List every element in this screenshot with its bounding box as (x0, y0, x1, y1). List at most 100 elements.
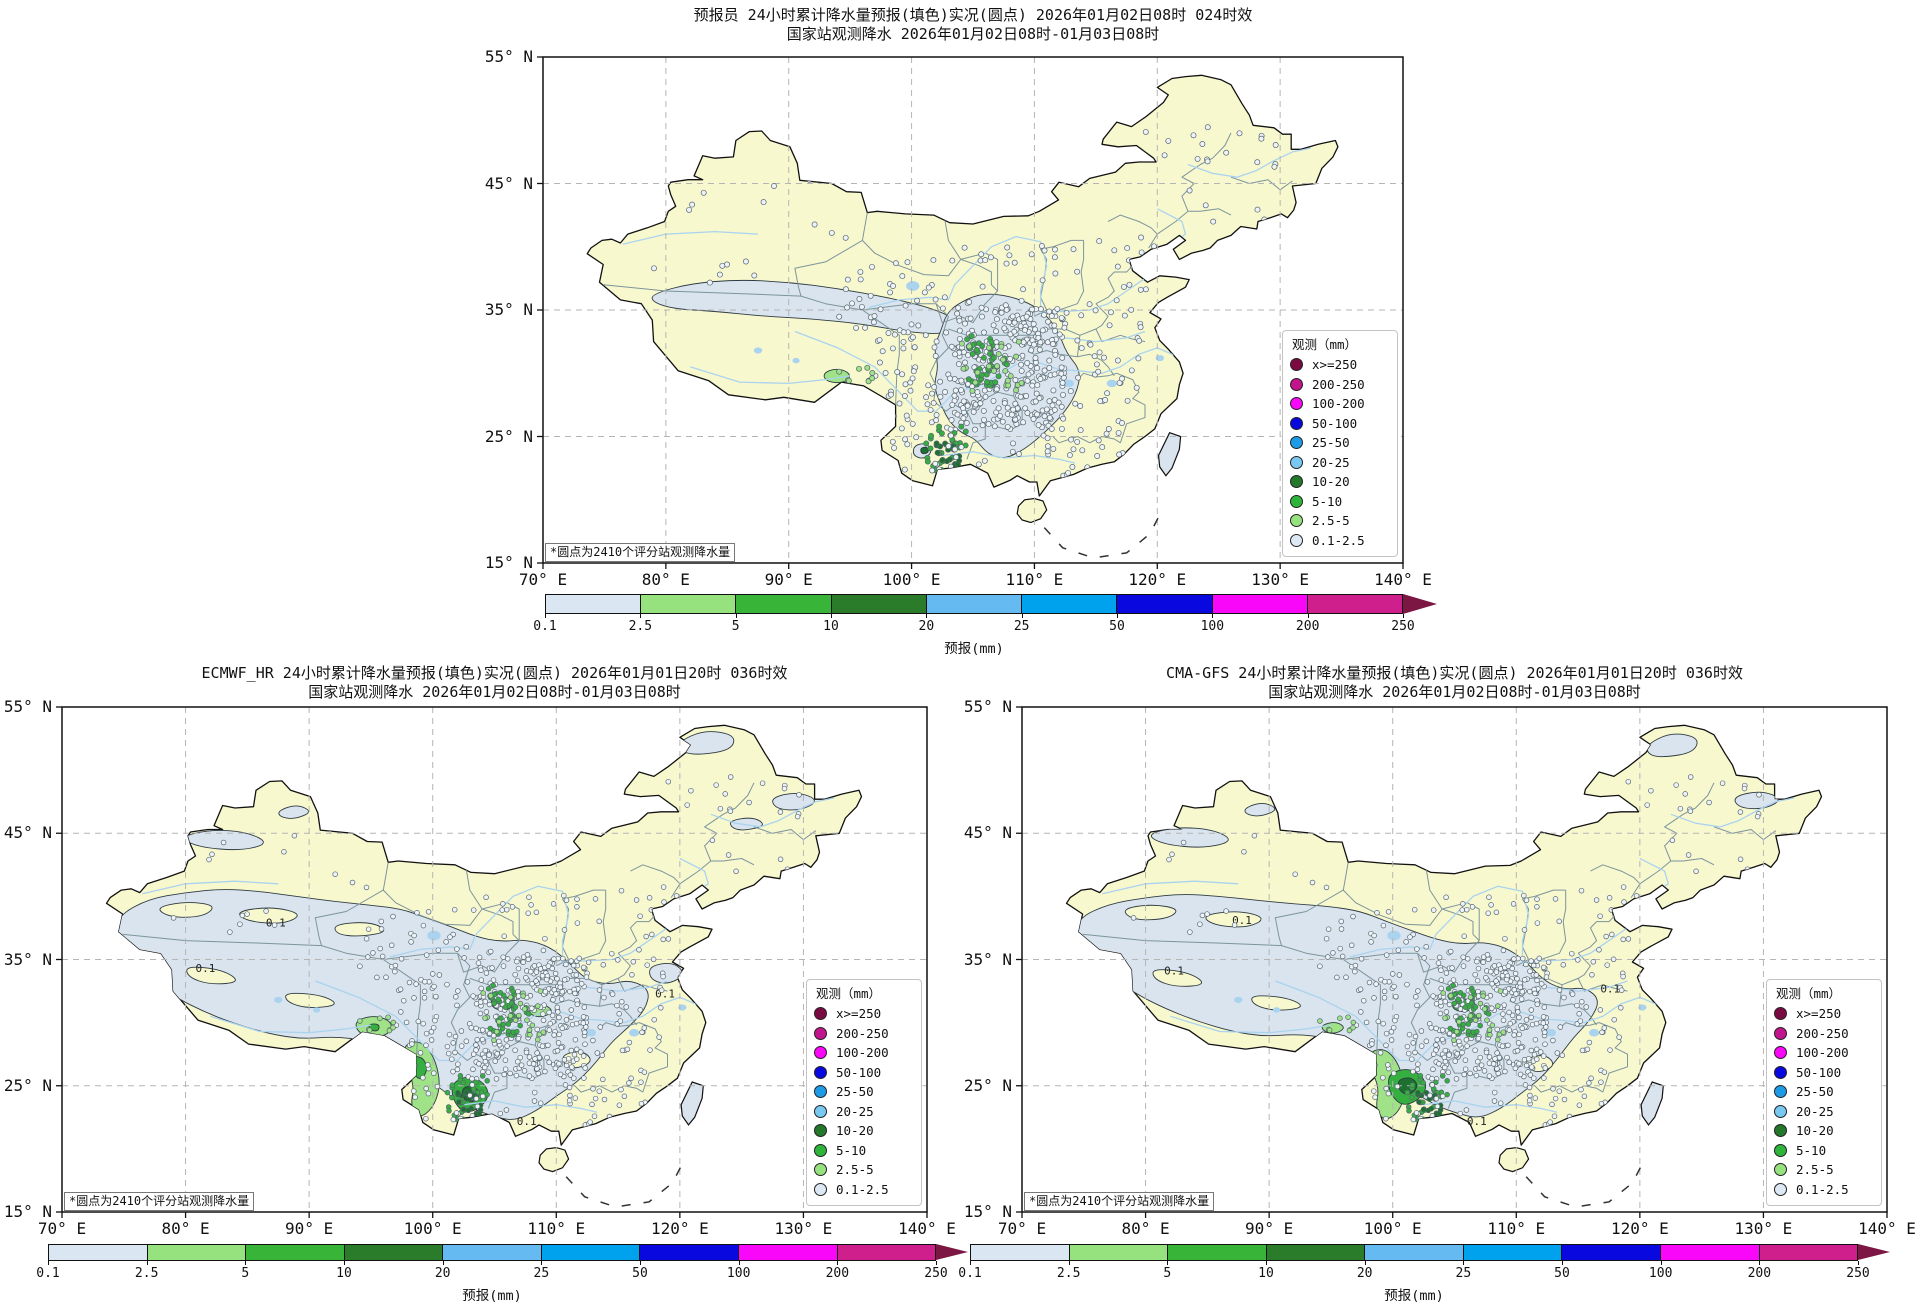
legend-item-label: 0.1-2.5 (1312, 532, 1365, 548)
colorbar-segment (640, 1245, 739, 1260)
legend-item: 5-10 (1290, 492, 1390, 512)
legend-item-label: 2.5-5 (1312, 513, 1350, 529)
colorbar-unit-label: 预报(mm) (1384, 1288, 1444, 1304)
panel-title: 预报员 24小时累计降水量预报(填色)实况(圆点) 2026年01月02日08时… (693, 6, 1253, 24)
colorbar-tick (146, 1261, 148, 1265)
axis-label-lon: 80° E (641, 570, 690, 589)
colorbar-segment (1562, 1245, 1661, 1260)
colorbar-tick-label: 5 (731, 619, 740, 634)
legend-item-label: 50-100 (836, 1064, 882, 1080)
colorbar-tick-label: 25 (533, 1266, 550, 1281)
axis-label-lon: 130° E (1734, 1219, 1793, 1238)
colorbar-tick (1759, 1261, 1761, 1265)
obs-legend: 观测（mm） x>=250 200-250 100-200 50-100 25-50 20… (1282, 330, 1398, 557)
legend-item-label: 25-50 (836, 1084, 874, 1100)
colorbar-segment (736, 595, 832, 613)
legend-item-label: 100-200 (1796, 1045, 1849, 1061)
station-dots (623, 124, 1279, 479)
legend-rows: x>=250 200-250 100-200 50-100 25-50 20-25 10-2… (1774, 1004, 1874, 1199)
axis-label-lat: 35° N (484, 300, 533, 319)
legend-item: 2.5-5 (1774, 1160, 1874, 1180)
colorbar-overflow-arrow (1858, 1244, 1890, 1260)
colorbar-unit-label: 预报(mm) (462, 1288, 522, 1304)
colorbar-segment (147, 1245, 247, 1260)
station-note: *圆点为2410个评分站观测降水量 (1024, 1192, 1215, 1211)
legend-item: 20-25 (814, 1102, 914, 1122)
legend-color-dot (1290, 358, 1303, 372)
legend-color-dot (814, 1046, 827, 1060)
legend-item: 200-250 (1290, 375, 1390, 395)
colorbar-unit-label: 预报(mm) (944, 641, 1004, 657)
legend-rows: x>=250 200-250 100-200 50-100 25-50 20-25 10-2… (814, 1004, 914, 1199)
legend-item: 20-25 (1774, 1102, 1874, 1122)
axis-label-lon: 120° E (650, 1219, 709, 1238)
colorbar-tick (1167, 1261, 1169, 1265)
colorbar-segment (1759, 1245, 1858, 1260)
legend-color-dot (1774, 1046, 1787, 1060)
graticule (543, 57, 1403, 563)
colorbar-tick (1463, 1261, 1465, 1265)
colorbar-segment (831, 595, 927, 613)
colorbar-segment (1069, 1245, 1169, 1260)
axis-label-lat: 15° N (963, 1202, 1012, 1221)
obs-legend: 观测（mm） x>=250 200-250 100-200 50-100 25-50 20… (1766, 979, 1882, 1206)
panel-title-block: CMA-GFS 24小时累计降水量预报(填色)实况(圆点) 2026年01月01… (892, 664, 1920, 702)
legend-item-label: x>=250 (1796, 1006, 1842, 1022)
legend-item: 2.5-5 (1290, 511, 1390, 531)
colorbar-segment (1660, 1245, 1760, 1260)
axis-label-lat: 55° N (3, 697, 52, 716)
axis-label-lon: 140° E (898, 1219, 956, 1238)
legend-color-dot (1774, 1065, 1787, 1079)
legend-item-label: 100-200 (836, 1045, 889, 1061)
colorbar-segment (541, 1245, 641, 1260)
colorbar-tick (1307, 614, 1309, 618)
legend-color-dot (1290, 377, 1303, 391)
colorbar-tick-label: 5 (241, 1266, 250, 1281)
axis-label-lat: 25° N (3, 1075, 52, 1095)
colorbar-tick (1266, 1261, 1267, 1265)
colorbar-tick (1021, 614, 1023, 618)
colorbar-tick (344, 1261, 345, 1265)
forecast-colorbar: 预报(mm) 0.1 2.5 5 10 20 25 50 100 200 250 (958, 1244, 1896, 1306)
colorbar-segment (1022, 595, 1118, 613)
colorbar-tick-label: 20 (918, 619, 935, 634)
colorbar-tick-label: 100 (1648, 1266, 1673, 1281)
legend-color-dot (814, 1065, 827, 1079)
colorbar-tick (735, 614, 737, 618)
legend-item-label: 25-50 (1796, 1084, 1834, 1100)
legend-color-dot (814, 1163, 827, 1177)
colorbar-tick (936, 1261, 937, 1265)
colorbar-tick-label: 2.5 (1056, 1266, 1081, 1281)
station-note: *圆点为2410个评分站观测降水量 (545, 543, 736, 562)
colorbar-tick-label: 50 (1109, 619, 1125, 634)
legend-title: 观测（mm） (816, 986, 882, 1001)
colorbar-tick-label: 100 (726, 1266, 751, 1281)
colorbar-tick-label: 5 (1163, 1266, 1172, 1281)
colorbar-segment (344, 1245, 444, 1260)
legend-item: 50-100 (814, 1063, 914, 1083)
colorbar-tick-label: 200 (1295, 619, 1320, 634)
colorbar-tick (1212, 614, 1214, 618)
legend-color-dot (1290, 397, 1303, 411)
colorbar-tick-label: 250 (924, 1266, 948, 1281)
axis-label-lat: 15° N (484, 553, 533, 572)
colorbar-segment (1212, 595, 1308, 613)
legend-color-dot (1290, 436, 1303, 450)
china-precip-map: 0.10.10.10.1 (56, 706, 928, 1218)
colorbar-tick (1117, 614, 1118, 618)
axis-label-lon: 120° E (1610, 1219, 1669, 1238)
colorbar-tick-label: 250 (1846, 1266, 1870, 1281)
colorbar-tick (926, 614, 928, 618)
colorbar-tick-label: 20 (434, 1266, 451, 1281)
legend-item-label: 200-250 (1796, 1025, 1849, 1041)
legend-color-dot (1290, 533, 1303, 547)
legend-item: x>=250 (1774, 1004, 1874, 1024)
legend-item: 200-250 (814, 1024, 914, 1044)
axis-label-lat: 55° N (963, 697, 1012, 716)
colorbar-tick-label: 200 (825, 1266, 850, 1281)
legend-item: 10-20 (1774, 1121, 1874, 1141)
legend-item: 50-100 (1290, 414, 1390, 434)
legend-item: 25-50 (1290, 433, 1390, 453)
legend-item-label: 0.1-2.5 (836, 1181, 889, 1197)
axis-label-lat: 25° N (484, 426, 533, 446)
